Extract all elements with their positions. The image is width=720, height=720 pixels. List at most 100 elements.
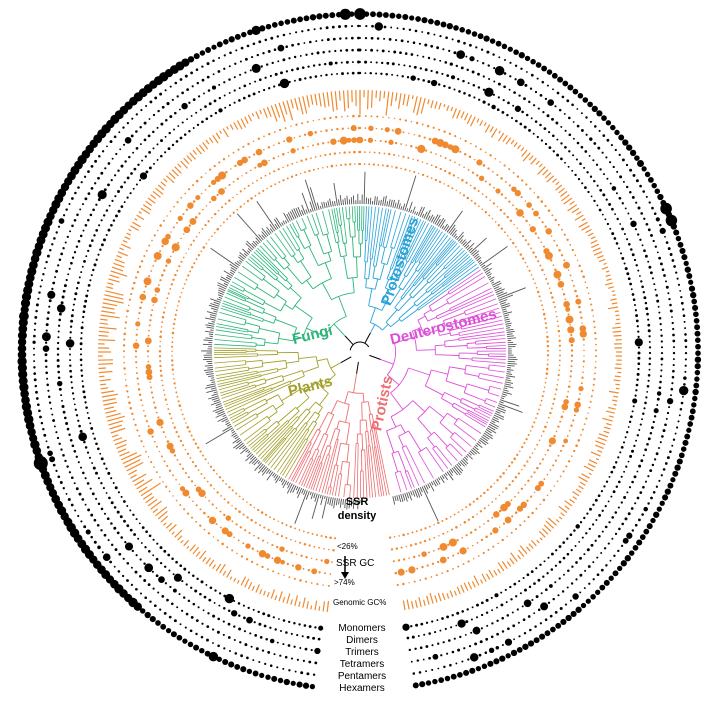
genomic-gc-bar	[437, 592, 442, 602]
repeat-ring-dot	[621, 227, 624, 231]
ssr-gc-dot	[353, 150, 356, 154]
repeat-ring-dot	[623, 233, 626, 235]
repeat-ring-dot	[546, 69, 553, 75]
repeat-ring-dot	[434, 631, 437, 634]
ssr-gc-dot	[479, 510, 483, 513]
repeat-ring-dot	[223, 39, 229, 45]
repeat-ring-dot	[93, 234, 96, 237]
repeat-ring-dot	[319, 27, 322, 30]
repeat-ring-dot	[695, 343, 701, 350]
repeat-ring-dot	[403, 64, 406, 67]
ssr-gc-dot	[187, 202, 194, 209]
ssr-gc-dot	[153, 234, 156, 237]
repeat-ring-dot	[563, 112, 566, 115]
repeat-ring-dot	[173, 573, 182, 582]
repeat-ring-dot	[97, 253, 100, 256]
ssr-density-bar	[406, 208, 409, 212]
repeat-ring-dot	[435, 71, 439, 74]
ssr-gc-dot	[423, 136, 426, 139]
repeat-ring-dot	[62, 214, 66, 217]
repeat-ring-dot	[492, 93, 495, 96]
ssr-gc-dot	[159, 476, 161, 478]
tree-branch	[277, 273, 286, 282]
genomic-gc-bar	[464, 112, 469, 121]
repeat-ring-dot	[130, 583, 134, 587]
repeat-ring-dot	[485, 598, 489, 602]
repeat-ring-dot	[475, 46, 478, 49]
ssr-gc-dot	[260, 177, 263, 180]
ssr-density-bars	[201, 171, 526, 524]
ssr-density-bar	[305, 490, 310, 500]
ssr-gc-dot	[149, 381, 151, 383]
repeat-ring-dot	[62, 487, 65, 490]
repeat-ring-dot	[318, 63, 321, 66]
repeat-ring-dot	[252, 670, 259, 677]
ssr-gc-dot	[594, 349, 598, 352]
ssr-gc-dot	[459, 137, 462, 140]
repeat-ring-dot	[575, 158, 578, 161]
ssr-density-bar	[274, 475, 279, 481]
repeat-ring-dot	[653, 458, 657, 461]
repeat-ring-dot	[57, 264, 60, 267]
ssr-gc-dot	[325, 129, 328, 132]
repeat-ring-dot	[303, 15, 310, 22]
repeat-ring-dot	[87, 192, 91, 195]
repeat-ring-dot	[522, 618, 526, 622]
ssr-density-bar	[218, 289, 225, 294]
tree-branch	[296, 397, 310, 409]
genomic-gc-bar	[569, 498, 575, 504]
repeat-ring-dot	[644, 301, 648, 305]
tree-branch	[320, 445, 328, 464]
repeat-ring-dot	[187, 56, 195, 63]
repeat-ring-dot	[79, 429, 83, 433]
repeat-ring-dot	[264, 662, 267, 666]
ssr-density-bar	[269, 224, 276, 232]
ssr-gc-dot	[488, 214, 491, 217]
ssr-density-bar	[472, 447, 480, 455]
repeat-ring-dot	[206, 75, 210, 79]
repeat-ring-dot	[238, 87, 241, 90]
genomic-gc-bar	[552, 178, 557, 183]
genomic-gc-bar	[342, 90, 346, 112]
ssr-gc-dot	[250, 518, 253, 522]
tree-leaf-branch	[301, 459, 314, 486]
repeat-ring-dot	[427, 31, 430, 35]
repeat-ring-dot	[48, 305, 51, 308]
tree-leaf-branch	[364, 206, 367, 241]
ssr-density-bar	[507, 343, 517, 346]
ssr-gc-dot	[236, 177, 239, 180]
ssr-gc-dot	[206, 480, 209, 483]
repeat-ring-dot	[487, 64, 490, 67]
repeat-ring-dot	[66, 235, 69, 239]
ssr-gc-dot	[558, 359, 561, 362]
ssr-gc-dot	[477, 555, 480, 557]
repeat-ring-dot	[204, 105, 207, 108]
genomic-gc-bar	[98, 339, 116, 342]
repeat-ring-dot	[208, 598, 212, 602]
ssr-gc-dot	[307, 130, 314, 137]
tree-leaf-branch	[390, 211, 402, 248]
ssr-gc-dot	[151, 239, 153, 242]
ssr-gc-dot	[549, 411, 552, 415]
tree-arc	[312, 278, 332, 290]
ssr-density-bar	[497, 287, 526, 299]
ssr-gc-dot	[221, 542, 224, 546]
tree-branch	[408, 367, 430, 376]
repeat-ring-dot	[543, 560, 546, 563]
repeat-ring-dot	[621, 522, 625, 526]
ssr-gc-dot	[213, 212, 217, 216]
tree-branch	[353, 373, 358, 393]
tree-branch	[435, 344, 446, 347]
repeat-ring-dot	[285, 70, 289, 73]
genomic-gc-bar	[157, 510, 168, 520]
repeat-ring-dot	[131, 117, 134, 120]
repeat-ring-dot	[214, 111, 218, 115]
repeat-ring-dot	[82, 310, 86, 314]
repeat-ring-dot	[129, 192, 132, 195]
ssr-gc-dot	[199, 508, 202, 511]
genomic-gc-bar	[539, 537, 543, 541]
ssr-gc-dot	[195, 194, 201, 201]
tree-arc	[304, 244, 312, 249]
ssr-gc-dot	[243, 187, 246, 190]
repeat-ring-dot	[167, 553, 171, 557]
